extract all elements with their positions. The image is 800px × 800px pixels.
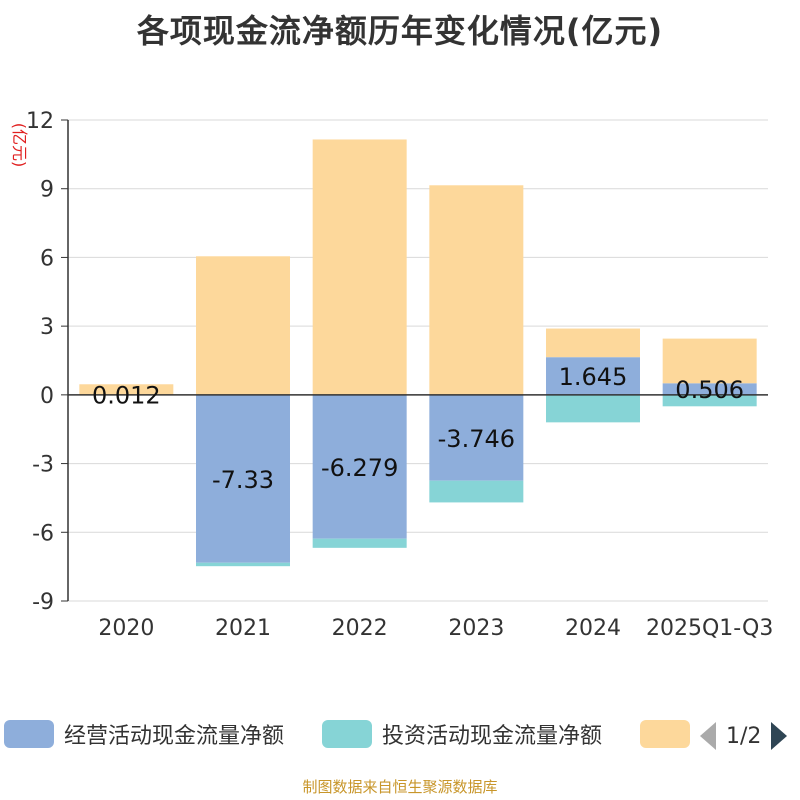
x-tick-label: 2023 [448, 616, 504, 641]
legend-swatch-investing [322, 720, 372, 748]
legend-swatch-financing [640, 720, 690, 748]
x-tick-label: 2021 [215, 616, 271, 641]
bar-2022-series-0 [312, 394, 407, 539]
bar-2024-series-1 [546, 394, 640, 423]
source-footer: 制图数据来自恒生聚源数据库 [302, 778, 498, 796]
chart-title: 各项现金流净额历年变化情况(亿元) [136, 12, 664, 50]
legend-item-operating[interactable]: 经营活动现金流量净额 [4, 718, 284, 750]
y-tick-label: 6 [40, 246, 54, 271]
bar-2025Q1-Q3-series-1 [662, 394, 757, 407]
pager-page-indicator: 1/2 [726, 723, 762, 749]
data-label: 1.645 [559, 363, 628, 391]
legend-item-financing[interactable] [640, 718, 700, 750]
bar-2022-series-2 [312, 139, 407, 395]
y-tick-label: -3 [32, 453, 54, 478]
x-tick-label: 2025Q1-Q3 [646, 616, 773, 641]
bar-2023-series-1 [429, 480, 524, 503]
bar-2021-series-0 [196, 394, 290, 563]
bar-2024-series-2 [546, 328, 640, 358]
y-tick-label: 12 [26, 109, 54, 134]
bar-2022-series-1 [312, 538, 407, 548]
legend-label-operating: 经营活动现金流量净额 [64, 724, 285, 749]
data-label: -6.279 [321, 454, 398, 482]
data-label: 0.012 [92, 382, 161, 410]
legend-swatch-operating [4, 720, 54, 748]
data-label: 0.506 [675, 376, 744, 404]
x-tick-label: 2024 [565, 616, 621, 641]
x-tick-label: 2020 [98, 616, 154, 641]
bar-2020-series-2 [79, 384, 174, 395]
legend-label-investing: 投资活动现金流量净额 [382, 724, 603, 749]
y-tick-label: -9 [32, 590, 54, 615]
bar-2024-series-0 [546, 357, 640, 395]
bar-2023-series-0 [429, 394, 524, 481]
bar-2021-series-2 [196, 256, 290, 395]
legend: 经营活动现金流量净额 投资活动现金流量净额 1/2 [0, 712, 800, 756]
bar-2023-series-2 [429, 185, 524, 395]
y-tick-label: 3 [40, 315, 54, 340]
x-tick-label: 2022 [332, 616, 388, 641]
y-axis-label: (亿元) [10, 123, 29, 168]
pager-prev-icon[interactable] [700, 722, 716, 750]
legend-item-investing[interactable]: 投资活动现金流量净额 [322, 718, 602, 750]
bar-2021-series-1 [196, 562, 290, 567]
pager-next-icon[interactable] [771, 722, 788, 750]
legend-pager: 1/2 [700, 722, 788, 750]
chart-area: 12 9 6 3 0 -3 -6 -9 (亿元) 0.012 -7.33 -6.279 -3.746 1.… [10, 109, 773, 641]
data-label: -7.33 [212, 466, 274, 494]
y-tick-label: -6 [32, 521, 54, 546]
bar-2025Q1-Q3-series-0 [662, 383, 757, 395]
bar-2025Q1-Q3-series-2 [662, 338, 757, 384]
data-label: -3.746 [438, 425, 515, 453]
y-tick-label: 0 [40, 384, 54, 409]
y-tick-label: 9 [40, 178, 54, 203]
